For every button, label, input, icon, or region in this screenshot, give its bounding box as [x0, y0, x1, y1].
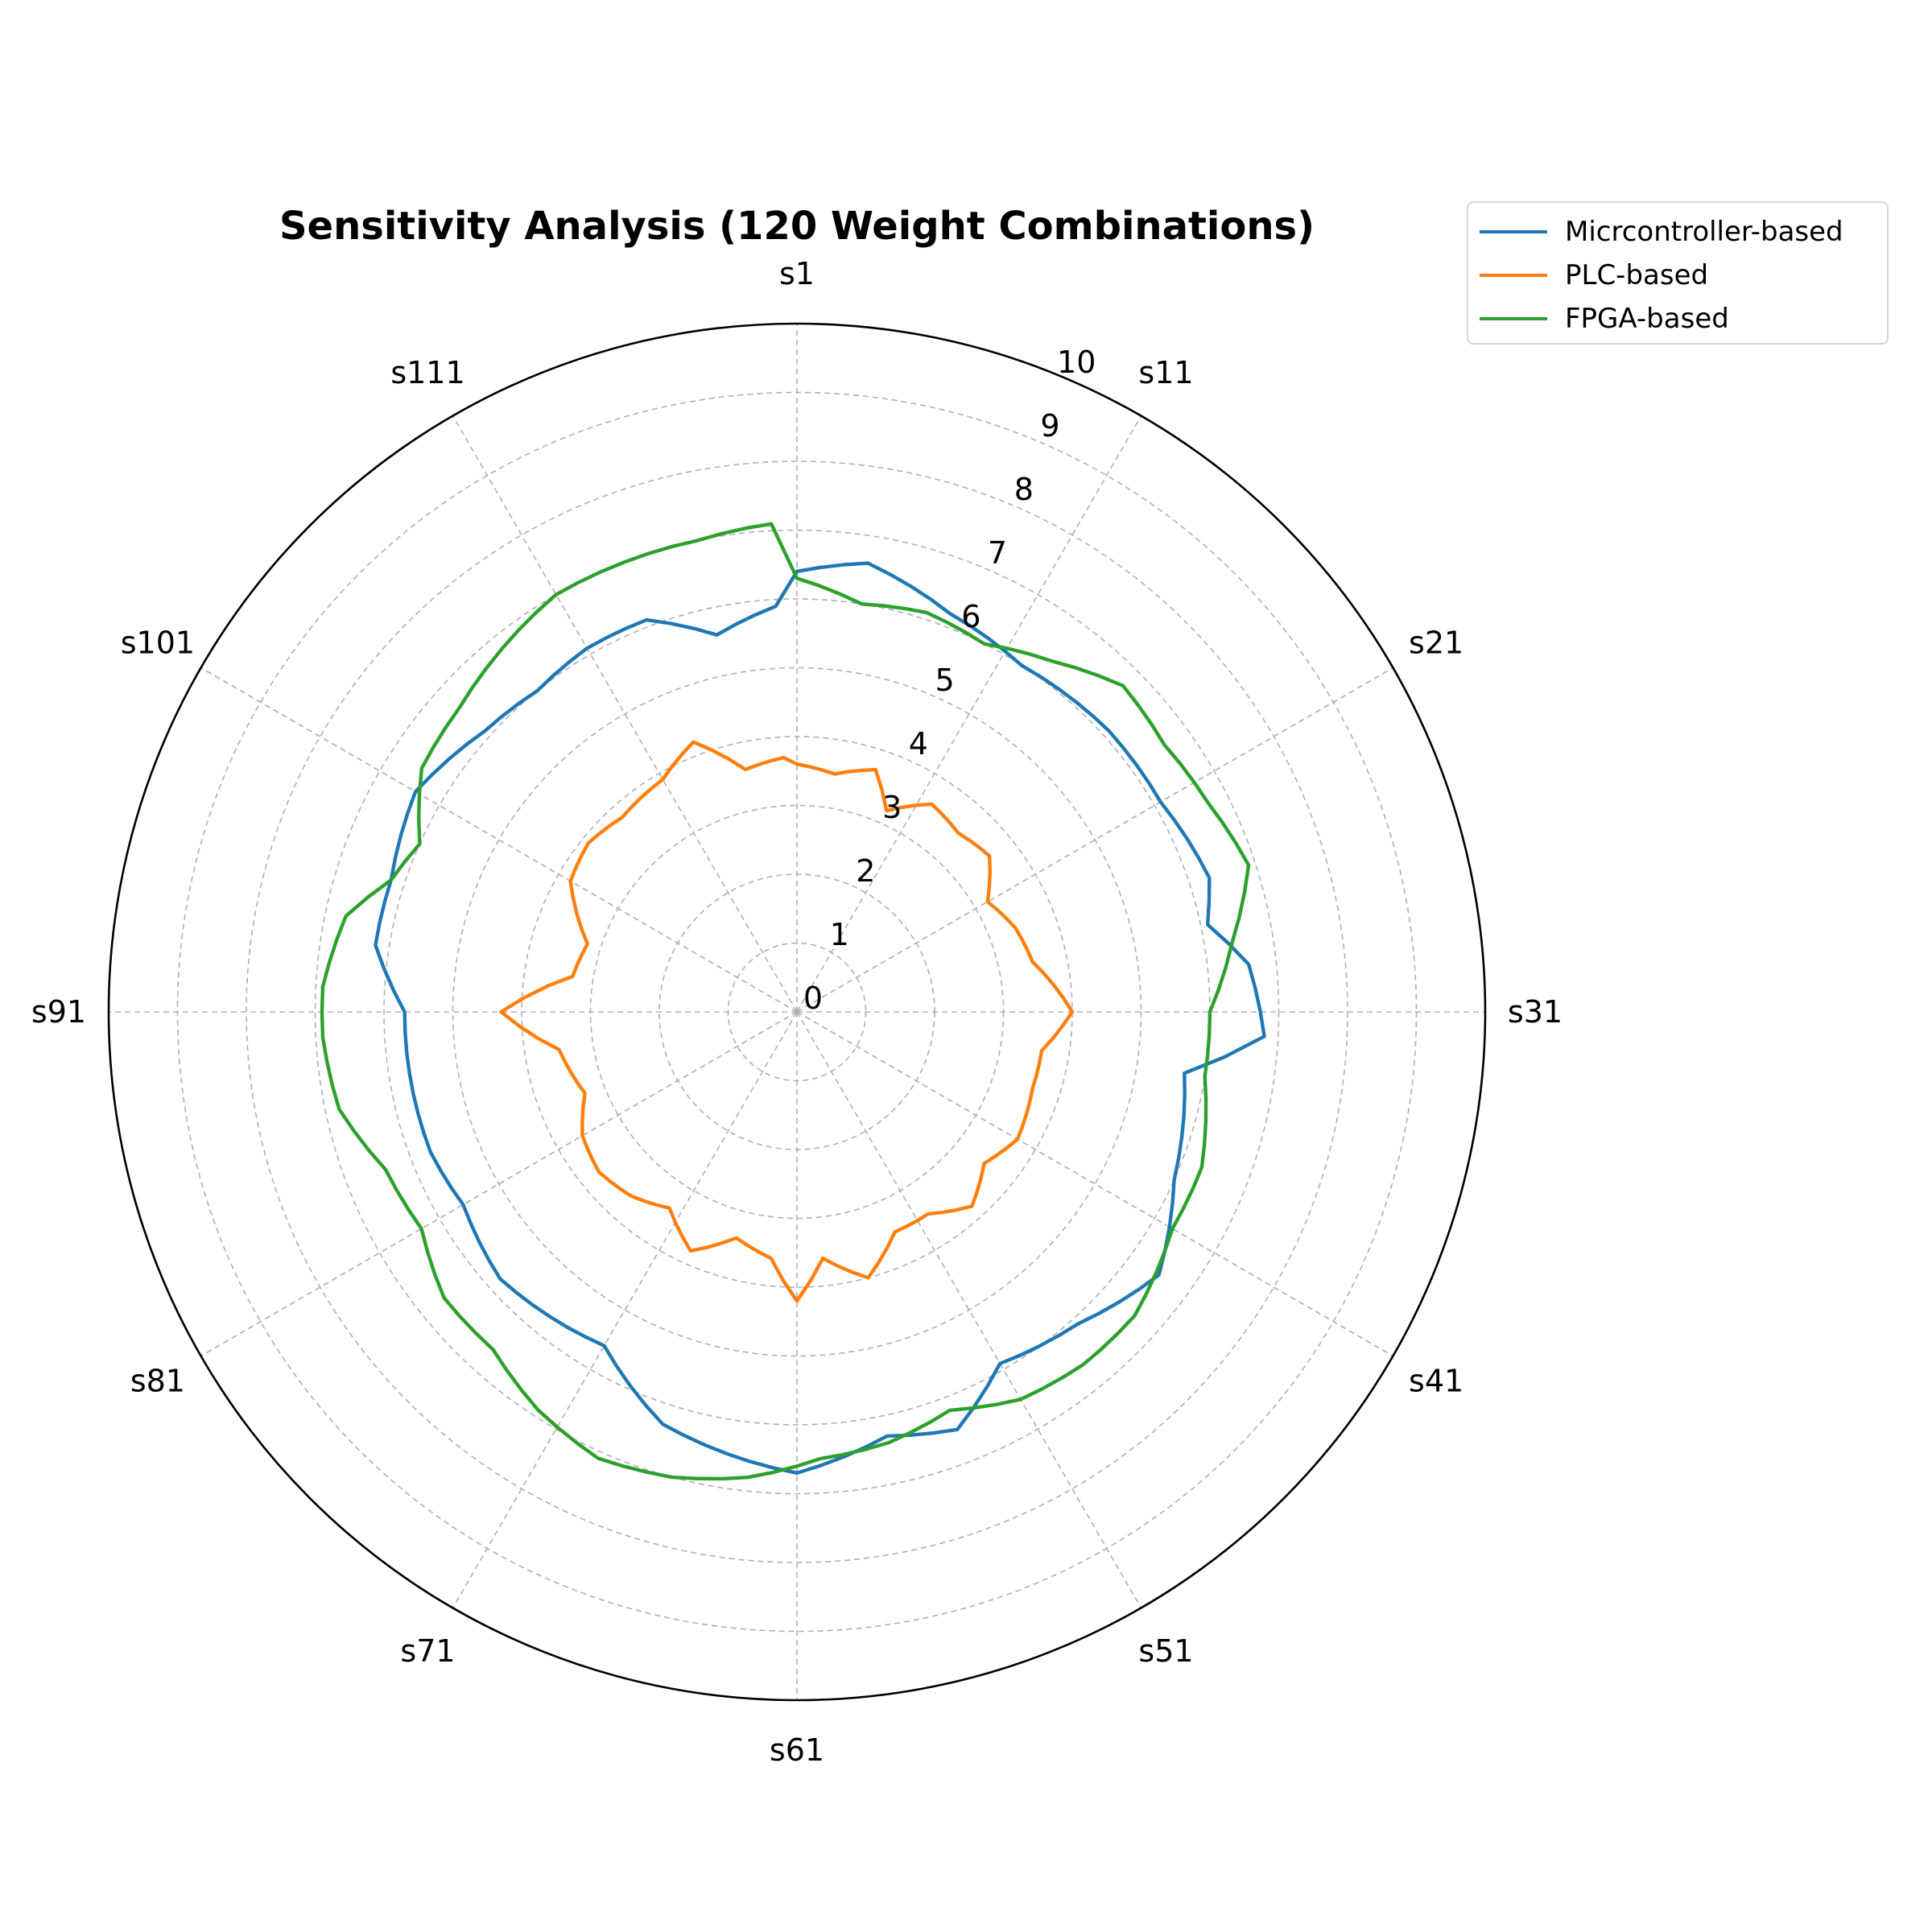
legend-swatch-fpga	[1480, 317, 1547, 320]
radial-tick-label: 8	[1014, 472, 1034, 507]
grid-spoke	[452, 1011, 798, 1608]
series-line-3	[320, 522, 1251, 1481]
grid-circle	[452, 667, 1142, 1357]
radial-tick-label: 0	[803, 980, 823, 1016]
grid-spoke	[796, 1011, 1142, 1608]
outer-ring	[107, 322, 1487, 1702]
legend-label: PLC-based	[1565, 259, 1709, 291]
radial-tick-label: 2	[856, 853, 875, 889]
chart-title: Sensitivity Analysis (120 Weight Combina…	[279, 204, 1315, 249]
category-label: s71	[400, 1633, 455, 1669]
legend-item: FPGA-based	[1480, 299, 1729, 338]
legend-label: FPGA-based	[1565, 303, 1729, 335]
label-layer: s1 s11 s21 s31 s41 s51 s61 s71 s81 s91 s101 s111 012…	[31, 256, 1563, 1768]
radial-tick-label: 10	[1057, 345, 1096, 380]
grid-spoke	[452, 415, 798, 1013]
legend-label: Micrcontroller-based	[1565, 216, 1843, 248]
series-line-2	[499, 740, 1075, 1303]
category-label: s21	[1409, 625, 1463, 661]
category-label: s81	[130, 1364, 185, 1399]
category-label: s1	[779, 256, 815, 291]
series-line-1	[374, 561, 1266, 1475]
grid-spoke	[200, 667, 798, 1013]
legend-swatch-plc	[1480, 274, 1547, 277]
series-layer	[320, 522, 1266, 1481]
category-label: s31	[1508, 994, 1563, 1030]
radial-tick-label: 5	[935, 663, 955, 698]
legend-item: Micrcontroller-based	[1480, 213, 1843, 251]
legend: Micrcontroller-based PLC-based FPGA-base…	[1467, 201, 1889, 345]
grid-spoke	[796, 1011, 1393, 1357]
polar-grid	[107, 322, 1487, 1702]
grid-spoke	[796, 667, 1393, 1013]
legend-item: PLC-based	[1480, 256, 1708, 295]
category-label: s11	[1138, 355, 1193, 390]
radial-tick-label: 1	[830, 917, 849, 952]
legend-swatch-microcontroller	[1480, 230, 1547, 233]
radial-tick-label: 3	[882, 790, 902, 825]
grid-spoke	[200, 1011, 798, 1357]
category-label: s41	[1409, 1364, 1463, 1399]
category-label: s51	[1138, 1633, 1193, 1669]
radial-tick-label: 4	[909, 726, 928, 762]
grid-circle	[314, 529, 1280, 1495]
radial-tick-label: 9	[1040, 408, 1059, 444]
radial-tick-label: 6	[961, 599, 980, 634]
grid-spoke	[796, 415, 1142, 1013]
category-label: s61	[770, 1732, 824, 1768]
category-label: s91	[31, 994, 86, 1030]
category-label: s101	[121, 625, 195, 661]
radial-tick-label: 7	[988, 535, 1007, 571]
category-label: s111	[390, 355, 464, 390]
